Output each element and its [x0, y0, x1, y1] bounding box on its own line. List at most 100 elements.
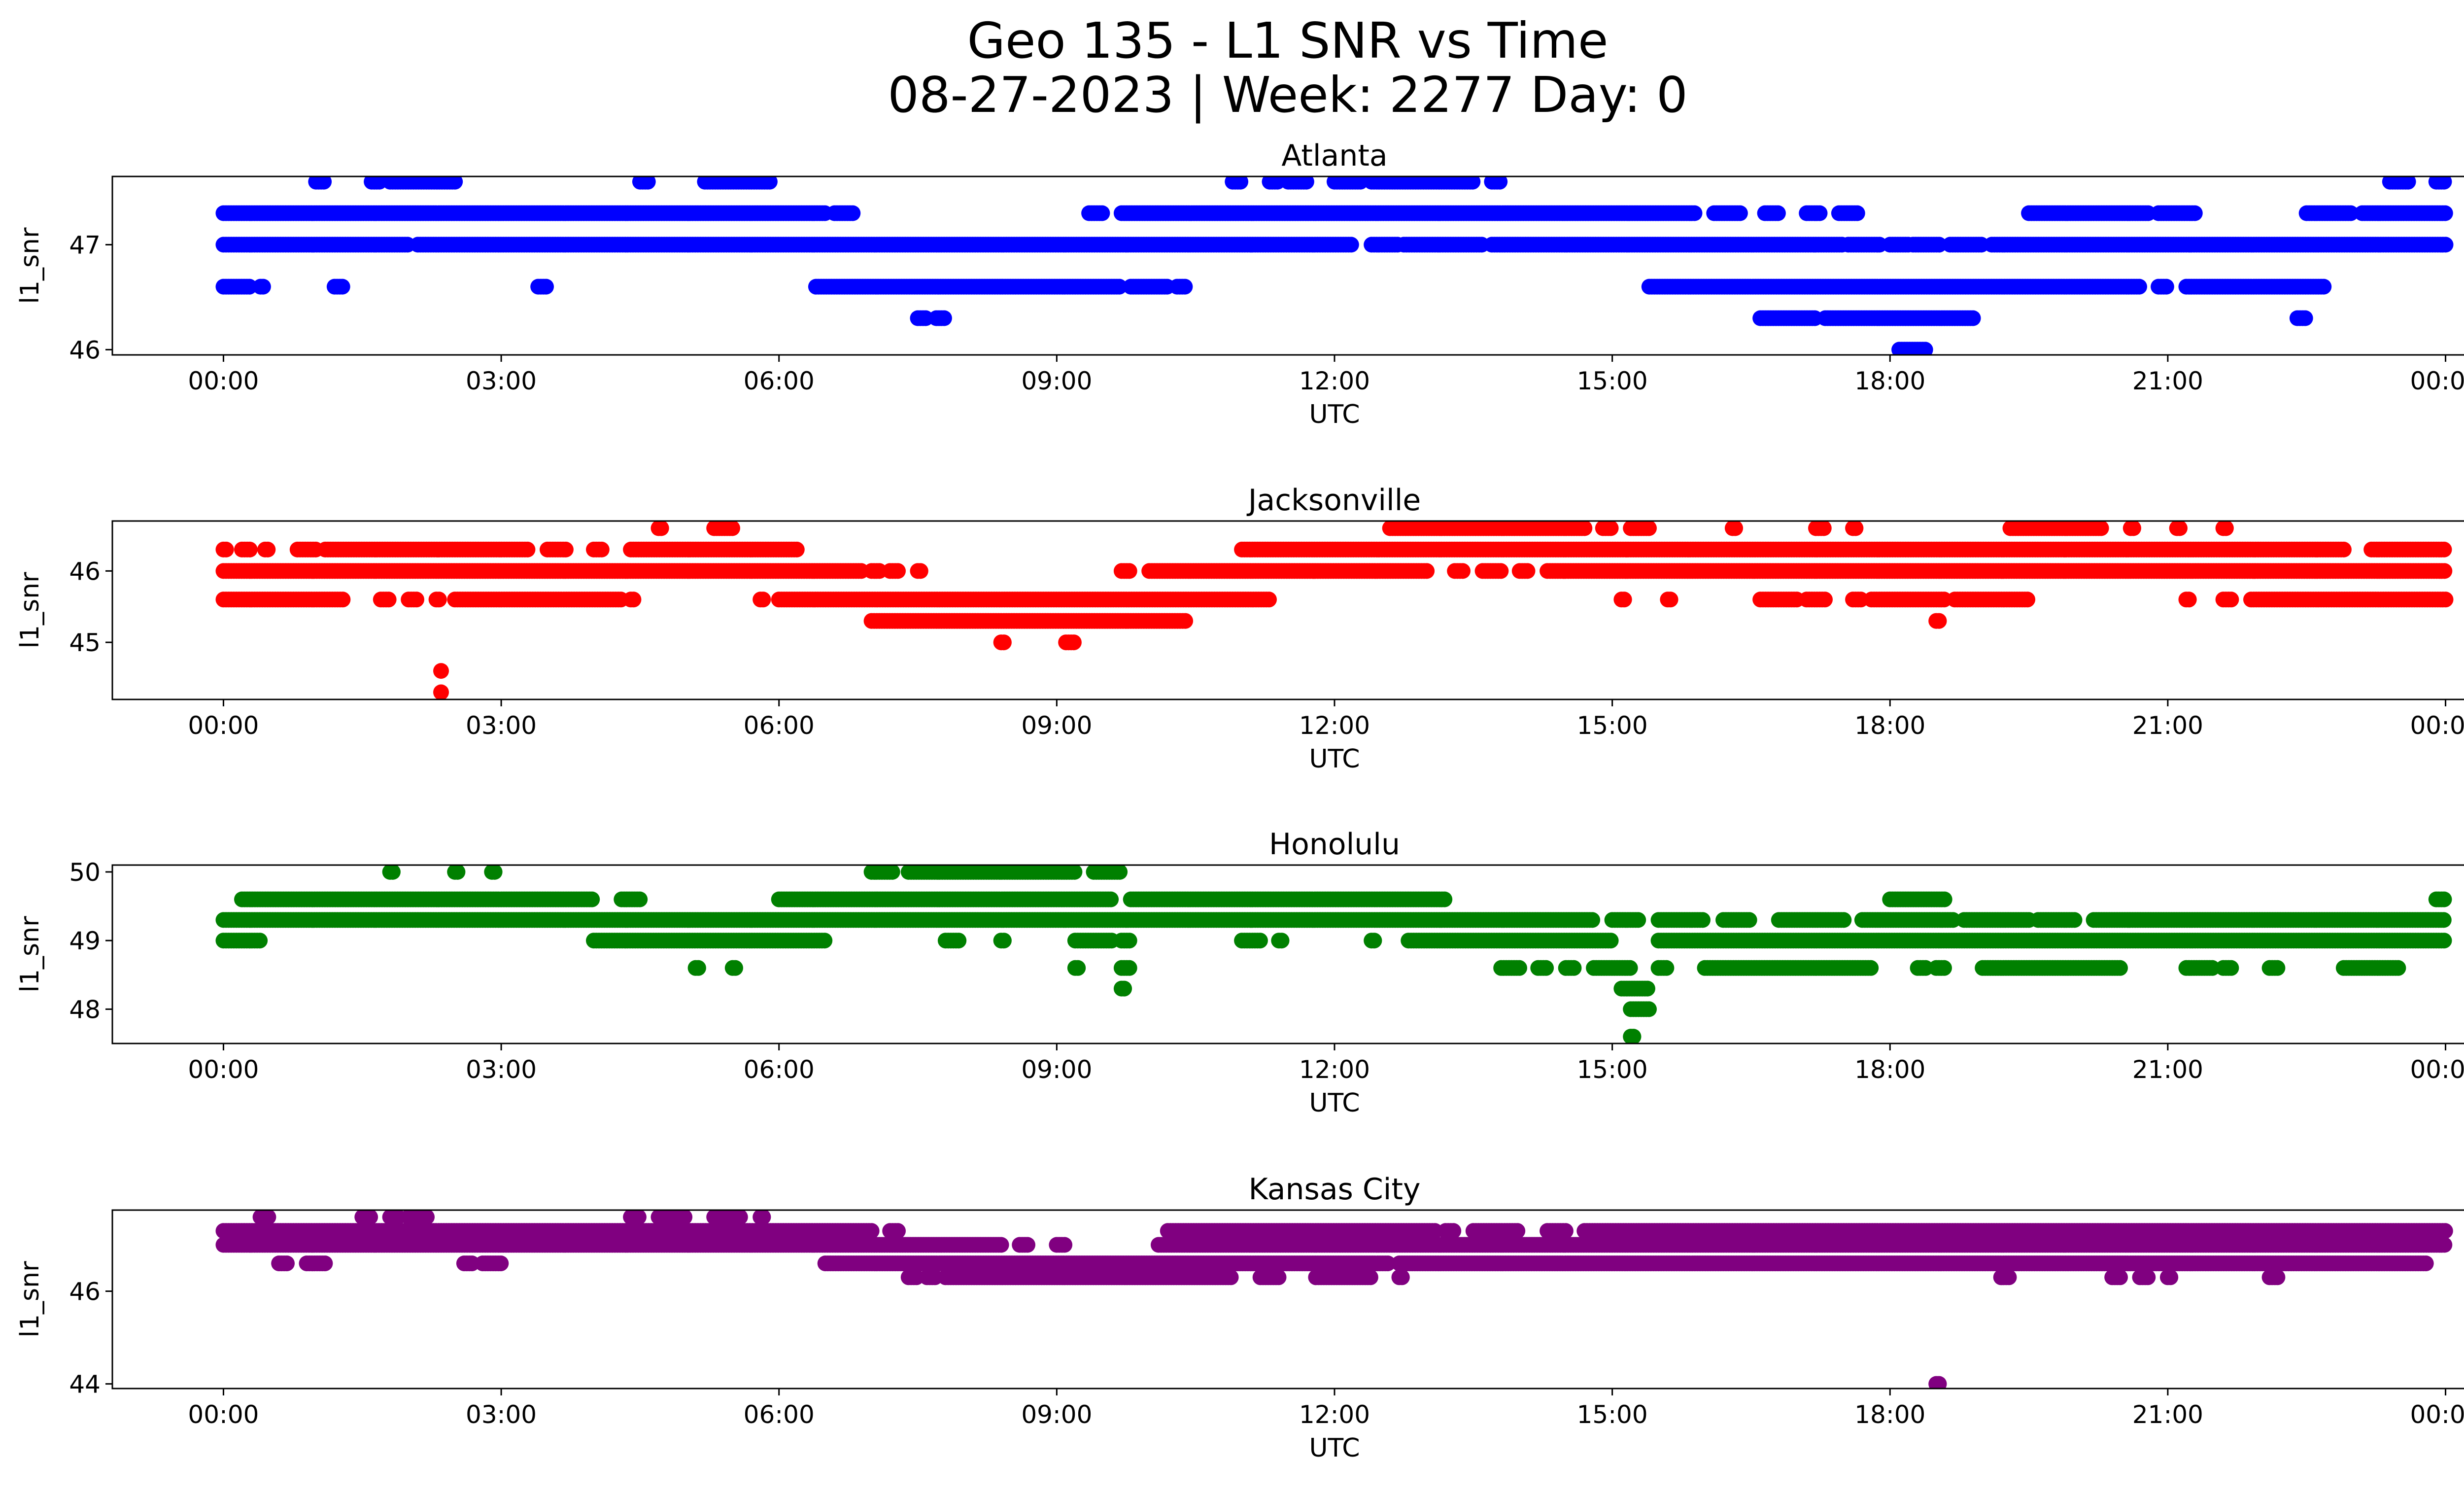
data-point: [724, 521, 740, 536]
data-point: [2437, 205, 2453, 221]
x-tick-label: 18:00: [1854, 367, 1925, 395]
data-point: [1298, 176, 1314, 190]
data-point: [890, 563, 906, 579]
data-point: [1465, 176, 1481, 190]
x-tick-label: 15:00: [1577, 711, 1648, 740]
data-point: [1419, 563, 1435, 579]
y-tick-label: 45: [69, 628, 101, 657]
data-point: [433, 663, 449, 679]
data-point: [2187, 205, 2203, 221]
x-tick-label: 00:00: [188, 711, 259, 740]
data-point: [912, 563, 928, 579]
data-point: [625, 591, 642, 608]
data-point: [335, 591, 351, 608]
data-point: [1812, 205, 1828, 221]
data-point: [632, 891, 648, 907]
data-point: [761, 176, 778, 190]
data-point: [2316, 278, 2332, 295]
x-tick-label: 12:00: [1299, 711, 1370, 740]
data-point: [433, 684, 449, 699]
data-point: [431, 591, 447, 608]
data-point: [1111, 278, 1128, 295]
data-point: [519, 541, 536, 557]
data-point: [1343, 237, 1359, 253]
x-tick-label: 06:00: [744, 711, 815, 740]
data-point: [241, 278, 258, 295]
x-tick-label: 06:00: [744, 367, 815, 395]
data-point: [316, 176, 332, 190]
y-tick-label: 46: [69, 336, 101, 364]
data-point: [1727, 521, 1744, 536]
x-tick-label: 21:00: [2132, 711, 2203, 740]
data-point: [1493, 563, 1509, 579]
data-point: [1232, 176, 1249, 190]
data-point: [1437, 891, 1453, 907]
data-point: [1603, 521, 1619, 536]
data-point: [995, 634, 1012, 651]
data-point: [1519, 563, 1536, 579]
x-tick-label: 00:00: [188, 367, 259, 395]
data-point: [1931, 237, 1947, 253]
y-tick-label: 47: [69, 231, 101, 259]
data-point: [1094, 205, 1110, 221]
data-point: [1261, 591, 1277, 608]
subplot-title: Honolulu: [1269, 827, 1400, 862]
x-tick-label: 09:00: [1021, 367, 1092, 395]
y-axis-label: l1_snr: [15, 227, 45, 304]
data-points: [215, 521, 2454, 699]
x-axis-label: UTC: [1309, 744, 1360, 774]
x-tick-label: 12:00: [1299, 367, 1370, 395]
data-point: [1065, 634, 1082, 651]
data-point: [1936, 891, 1952, 907]
x-tick-label: 18:00: [1854, 711, 1925, 740]
data-point: [1103, 891, 1119, 907]
data-point: [538, 278, 554, 295]
data-point: [241, 541, 258, 557]
data-point: [845, 205, 861, 221]
data-point: [409, 591, 424, 608]
data-point: [557, 541, 574, 557]
data-point: [2437, 237, 2454, 253]
data-point: [2223, 591, 2239, 608]
axes-frame: [111, 175, 2464, 356]
data-point: [1815, 521, 1832, 536]
data-point: [1616, 591, 1632, 608]
data-point: [1177, 278, 1193, 295]
x-tick-label: 03:00: [466, 711, 537, 740]
data-point: [1576, 521, 1593, 536]
data-point: [447, 176, 463, 190]
data-point: [653, 521, 669, 536]
y-tick-label: 46: [69, 557, 101, 586]
data-point: [1931, 613, 1947, 629]
data-point: [593, 541, 610, 557]
data-points: [215, 865, 2452, 1043]
data-point: [2019, 591, 2036, 608]
data-point: [2181, 591, 2197, 608]
data-point: [2436, 176, 2452, 190]
x-tick-label: 00:00: [2410, 711, 2464, 740]
data-point: [1121, 563, 1137, 579]
data-point: [936, 310, 952, 326]
data-point: [1849, 205, 1865, 221]
x-tick-label: 09:00: [1021, 711, 1092, 740]
data-point: [1455, 563, 1471, 579]
x-tick-label: 03:00: [466, 367, 537, 395]
data-point: [1770, 205, 1786, 221]
data-point: [755, 591, 771, 608]
data-point: [2172, 521, 2188, 536]
data-point: [218, 541, 234, 557]
data-point: [2125, 521, 2141, 536]
data-point: [2335, 541, 2352, 557]
data-point: [1732, 205, 1748, 221]
data-point: [1686, 205, 1703, 221]
data-point: [2131, 278, 2147, 295]
data-point: [640, 176, 656, 190]
figure-title: Geo 135 - L1 SNR vs Time: [967, 12, 1608, 70]
data-point: [2297, 310, 2313, 326]
data-point: [2158, 278, 2174, 295]
data-point: [788, 541, 805, 557]
